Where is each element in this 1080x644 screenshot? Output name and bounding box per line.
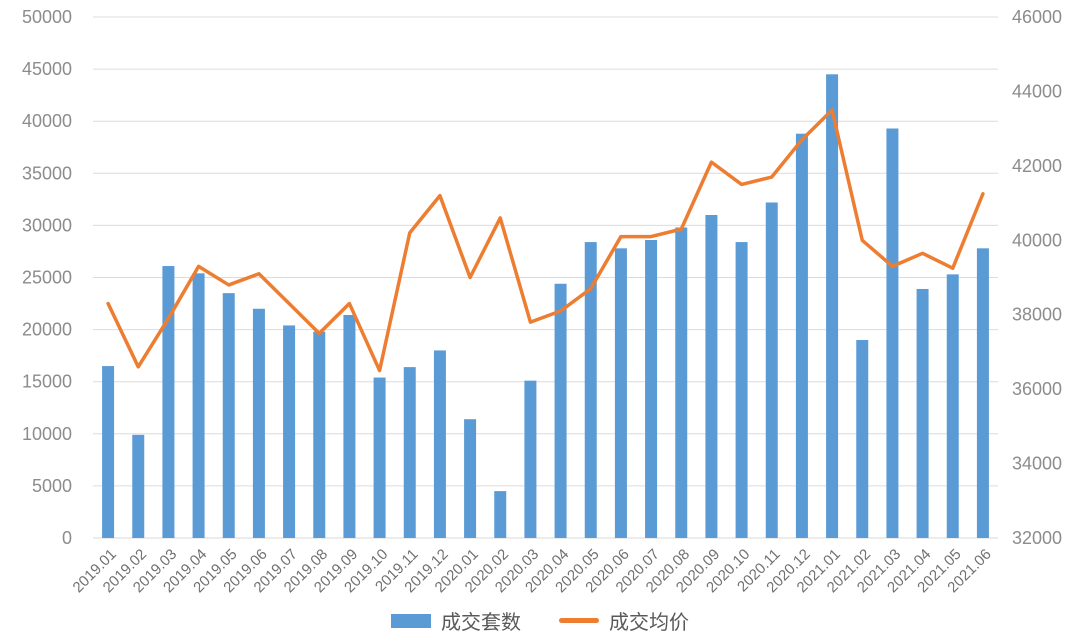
average-price-line [106,108,985,373]
bar-2020.11 [765,202,778,538]
bar-2019.02 [132,434,145,538]
bar-2019.11 [403,367,416,538]
bar-2019.08 [313,331,326,538]
bar-2019.12 [433,350,446,538]
y-axis-left-tick-label: 45000 [22,59,72,79]
bar-2021.05 [946,274,959,538]
bar-2020.02 [494,491,507,538]
bar-2019.04 [192,273,205,538]
bar-2019.06 [252,308,265,538]
line-series-swatch [559,618,599,623]
bar-2020.10 [735,242,748,538]
y-axis-right-tick-label: 34000 [1012,454,1062,474]
y-axis-right-tick-label: 32000 [1012,528,1062,548]
y-axis-right-tick-label: 42000 [1012,156,1062,176]
legend-item-average-price[interactable]: 成交均价 [559,606,689,635]
bar-2020.12 [795,133,808,539]
legend-item-transactions[interactable]: 成交套数 [391,606,521,635]
y-axis-left-tick-label: 5000 [32,476,72,496]
y-axis-right-tick-label: 36000 [1012,379,1062,399]
y-axis-left-tick-label: 50000 [22,7,72,27]
y-axis-right-tick-label: 44000 [1012,81,1062,101]
bar-2020.09 [705,214,718,539]
bar-2019.01 [102,366,115,538]
y-axis-right-tick-label: 40000 [1012,230,1062,250]
bar-2019.07 [283,325,296,538]
bar-series-label: 成交套数 [441,612,521,634]
y-axis-left-tick-label: 25000 [22,268,72,288]
bar-2019.09 [343,315,356,538]
bar-2019.05 [222,293,235,538]
bar-2020.01 [464,419,477,538]
bar-series-swatch [391,613,431,628]
bar-2020.06 [614,248,627,538]
bar-2021.06 [976,248,989,538]
y-axis-left-tick-label: 40000 [22,111,72,131]
x-axis-labels: 2019.012019.022019.032019.042019.052019.… [70,546,995,596]
y-axis-left-tick-label: 0 [62,528,72,548]
bar-2020.03 [524,380,537,538]
bar-2019.10 [373,377,386,538]
y-axis-right-labels: 32000 34000 36000 38000 40000 42000 44000 46000 [1012,7,1062,548]
y-axis-left-labels: 0 5000 10000 15000 20000 25000 30000 35000 40000… [22,7,72,548]
chart-legend: 成交套数 成交均价 [0,606,1080,635]
bar-2019.03 [162,266,175,538]
y-axis-left-tick-label: 10000 [22,424,72,444]
bar-2020.07 [645,239,658,538]
bar-2020.04 [554,283,567,538]
combo-chart-svg: 0 5000 10000 15000 20000 25000 30000 35000 40000… [22,7,1062,596]
bar-2021.01 [826,74,839,538]
bar-series-group [102,74,989,539]
y-axis-left-tick-label: 20000 [22,320,72,340]
bar-2021.02 [856,340,869,538]
bar-2020.05 [584,242,597,538]
bar-2020.08 [675,227,688,538]
y-axis-left-tick-label: 15000 [22,372,72,392]
y-axis-right-tick-label: 46000 [1012,7,1062,27]
y-axis-right-tick-label: 38000 [1012,305,1062,325]
y-axis-left-tick-label: 35000 [22,163,72,183]
bar-2021.03 [886,128,899,538]
bar-2021.04 [916,288,929,538]
line-series-label: 成交均价 [609,612,689,634]
y-axis-left-tick-label: 30000 [22,215,72,235]
